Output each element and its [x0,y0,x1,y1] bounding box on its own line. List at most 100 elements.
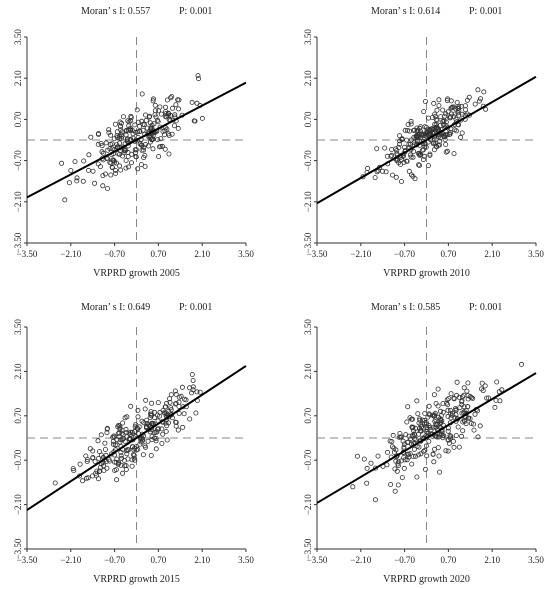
scatter-point [492,404,498,410]
y-tick-label: 0.70 [303,407,313,423]
scatter-point [384,462,390,468]
scatter-point [102,440,108,446]
scatter-point [62,197,68,203]
x-tick-label: 2.10 [484,555,500,565]
scatter-point [387,438,393,444]
scatter-point [414,398,420,404]
scatter-point [436,103,442,109]
scatter-point [70,466,76,472]
y-tick-label: 2.10 [303,70,313,86]
scatter-point [150,98,156,104]
scatter-point [416,162,422,168]
x-tick-label: 2.10 [194,555,210,565]
scatter-point [443,149,449,155]
scatter-point [80,478,86,484]
p-value-label: P: 0.001 [469,302,502,313]
scatter-point [149,136,155,142]
scatter-point [163,428,169,434]
scatter-point [126,164,132,170]
scatter-point [433,400,439,406]
y-tick-label: 3.50 [13,319,23,335]
scatter-point [128,151,134,157]
scatter-point [458,117,464,123]
scatter-point [455,110,461,116]
scatter-point [150,146,156,152]
scatter-point [196,76,202,82]
scatter-point [118,127,124,133]
scatter-point [444,148,450,154]
scatter-point [422,466,428,472]
scatter-point [168,412,174,418]
scatter-point [372,175,378,181]
scatter-point [461,385,467,391]
scatter-point [137,441,143,447]
scatter-point [404,419,410,425]
scatter-point [419,147,425,153]
scatter-point [114,456,120,462]
scatter-point [470,421,476,427]
scatter-point [134,107,140,113]
y-tick-label: −3.50 [13,538,23,559]
scatter-point [173,102,179,108]
scatter-point [431,125,437,131]
regression-line [316,75,537,205]
scatter-point [436,97,442,103]
scatter-point [192,118,198,124]
scatter-point [147,411,153,417]
scatter-point [68,167,74,173]
scatter-point [481,89,487,95]
scatter-point [181,411,187,417]
scatter-point [412,453,418,459]
scatter-point [519,361,525,367]
scatter-point [72,159,78,165]
y-tick-label: 2.10 [13,363,23,379]
scatter-point [432,418,438,424]
scatter-point [156,413,162,419]
scatter-point [158,136,164,142]
scatter-point [422,99,428,105]
scatter-point [444,397,450,403]
scatter-point [454,100,460,106]
x-tick-label: 3.50 [528,555,544,565]
scatter-point [395,482,401,488]
y-tick-label: −2.10 [13,191,23,212]
scatter-point [103,458,109,464]
scatter-point [449,104,455,110]
scatter-point [176,410,182,416]
scatter-point [119,120,125,126]
scatter-point [120,114,126,120]
scatter-point [80,178,86,184]
scatter-point [471,427,477,433]
scatter-point [193,410,199,416]
scatter-point [139,91,145,97]
scatter-point [453,407,459,413]
scatter-point [404,127,410,133]
x-tick-label: −0.70 [104,555,125,565]
scatter-point [144,125,150,131]
scatter-point [138,436,144,442]
scatter-point [476,98,482,104]
scatter-point [131,452,137,458]
scatter-point [149,400,155,406]
scatter-point [156,153,162,159]
scatter-point [99,143,105,149]
scatter-point [102,446,108,452]
x-tick-label: −0.70 [394,249,415,259]
scatter-point [442,137,448,143]
scatter-point [112,442,118,448]
scatter-point [374,146,380,152]
scatter-point [435,386,441,392]
scatter-point [412,176,418,182]
scatter-point [110,434,116,440]
scatter-point [52,480,58,486]
scatter-point [171,123,177,129]
scatter-point [123,128,129,134]
scatter-point [403,432,409,438]
scatter-point [117,426,123,432]
scatter-point [105,185,111,191]
scatter-point [430,451,436,457]
scatter-point [435,445,441,451]
scatter-point [406,141,412,147]
scatter-point [77,461,83,467]
scatter-point [479,380,485,386]
